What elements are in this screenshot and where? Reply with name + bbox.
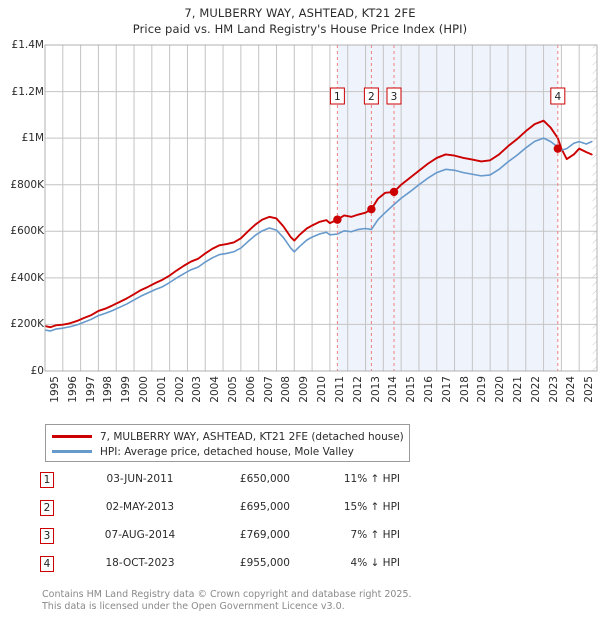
- legend-swatch-hpi: [52, 450, 92, 453]
- x-tick-label: 1999: [120, 376, 133, 403]
- transaction-hpi-delta: 11% ↑ HPI: [343, 473, 400, 485]
- x-tick-label: 2020: [494, 376, 507, 403]
- transaction-date: 02-MAY-2013: [105, 501, 175, 513]
- transaction-index-badge: 1: [40, 472, 54, 488]
- transaction-price: £695,000: [239, 501, 290, 513]
- series-lines: [45, 119, 593, 332]
- x-tick-label: 2012: [351, 376, 364, 403]
- x-tick-label: 2007: [262, 376, 275, 403]
- y-tick-label: £1.4M: [11, 39, 44, 51]
- y-tick-label: £400K: [10, 271, 44, 284]
- legend-label-property: 7, MULBERRY WAY, ASHTEAD, KT21 2FE (deta…: [100, 430, 404, 443]
- svg-text:3: 3: [391, 91, 398, 103]
- footer-line-1: Contains HM Land Registry data © Crown c…: [42, 589, 412, 600]
- x-tick-label: 2001: [155, 376, 168, 403]
- legend-item-hpi: HPI: Average price, detached house, Mole…: [52, 444, 403, 459]
- x-tick-label: 2015: [405, 376, 418, 403]
- table-row: 1 03-JUN-2011 £650,000 11% ↑ HPI: [40, 470, 460, 498]
- transaction-hpi-delta: 7% ↑ HPI: [350, 529, 400, 541]
- transactions-table: 1 03-JUN-2011 £650,000 11% ↑ HPI 2 02-MAY-201…: [40, 470, 460, 582]
- transaction-hpi-delta: 15% ↑ HPI: [343, 501, 400, 513]
- x-tick-label: 2018: [458, 376, 471, 403]
- footer: Contains HM Land Registry data © Crown c…: [42, 589, 562, 612]
- transaction-index-badge: 4: [40, 556, 54, 572]
- x-tick-label: 2002: [173, 376, 186, 403]
- no-data-hatched-region: [592, 45, 597, 371]
- transaction-date: 18-OCT-2023: [105, 557, 175, 569]
- page-title: 7, MULBERRY WAY, ASHTEAD, KT21 2FE: [184, 6, 416, 20]
- legend-swatch-property: [52, 435, 92, 438]
- transaction-date: 07-AUG-2014: [104, 529, 176, 541]
- plot-border: [44, 44, 598, 372]
- svg-text:4: 4: [554, 91, 561, 103]
- transaction-price: £769,000: [239, 529, 290, 541]
- x-tick-label: 2023: [547, 376, 560, 403]
- chart-plot-area: 1 2 3 4: [44, 44, 598, 372]
- y-axis-tick-labels: £0 £200K £400K £600K £800K £1M £1.2M £1.4M: [0, 38, 44, 378]
- x-tick-label: 2021: [511, 376, 524, 403]
- y-tick-label: £600K: [10, 225, 44, 238]
- x-tick-label: 1998: [102, 376, 115, 403]
- x-tick-label: 2003: [191, 376, 204, 403]
- transaction-price: £955,000: [239, 557, 290, 569]
- transaction-index-badge: 2: [40, 500, 54, 516]
- x-tick-label: 2024: [565, 376, 578, 403]
- price-history-chart: 1 2 3 4: [0, 38, 600, 378]
- svg-text:1: 1: [334, 91, 341, 103]
- x-tick-label: 2010: [316, 376, 329, 403]
- marker-label-boxes: 1 2 3 4: [329, 87, 566, 105]
- legend-label-hpi: HPI: Average price, detached house, Mole…: [100, 445, 354, 458]
- x-tick-label: 2016: [422, 376, 435, 403]
- x-tick-label: 2000: [138, 376, 151, 403]
- y-tick-label: £200K: [10, 318, 44, 331]
- x-tick-label: 1996: [66, 376, 79, 403]
- x-tick-label: 2009: [298, 376, 311, 403]
- x-tick-label: 2019: [476, 376, 489, 403]
- transaction-price: £650,000: [239, 473, 290, 485]
- chart-legend: 7, MULBERRY WAY, ASHTEAD, KT21 2FE (deta…: [45, 424, 410, 462]
- x-tick-label: 2008: [280, 376, 293, 403]
- x-tick-label: 2017: [440, 376, 453, 403]
- table-row: 4 18-OCT-2023 £955,000 4% ↓ HPI: [40, 554, 460, 582]
- y-tick-label: £1.2M: [11, 85, 44, 98]
- x-tick-label: 2013: [369, 376, 382, 403]
- y-tick-label: £800K: [10, 178, 44, 191]
- vertical-gridlines: [62, 45, 580, 371]
- table-row: 2 02-MAY-2013 £695,000 15% ↑ HPI: [40, 498, 460, 526]
- horizontal-gridlines: [45, 91, 597, 325]
- x-tick-label: 2006: [244, 376, 257, 403]
- svg-text:2: 2: [368, 91, 375, 103]
- transaction-date: 03-JUN-2011: [106, 473, 174, 485]
- y-tick-label: £0: [30, 365, 44, 377]
- x-tick-label: 2025: [583, 376, 596, 403]
- x-tick-label: 1995: [49, 376, 61, 403]
- footer-line-2: This data is licensed under the Open Gov…: [42, 600, 345, 612]
- x-tick-label: 2011: [333, 376, 346, 403]
- transaction-hpi-delta: 4% ↓ HPI: [350, 557, 400, 569]
- x-tick-label: 1997: [84, 376, 97, 403]
- page-subtitle: Price paid vs. HM Land Registry's House …: [132, 22, 468, 36]
- legend-item-property: 7, MULBERRY WAY, ASHTEAD, KT21 2FE (deta…: [52, 429, 404, 444]
- transaction-index-badge: 3: [40, 528, 54, 544]
- x-tick-label: 2022: [529, 376, 542, 403]
- y-tick-label: £1M: [21, 132, 44, 145]
- x-tick-label: 2005: [227, 376, 240, 403]
- table-row: 3 07-AUG-2014 £769,000 7% ↑ HPI: [40, 526, 460, 554]
- x-tick-label: 2004: [209, 376, 222, 403]
- x-axis-tick-labels: 1995 1996 1997 1998 1999 2000 2001 2002 2003 2004…: [0, 376, 600, 416]
- transaction-markers: [333, 144, 563, 224]
- x-tick-label: 2014: [387, 376, 400, 403]
